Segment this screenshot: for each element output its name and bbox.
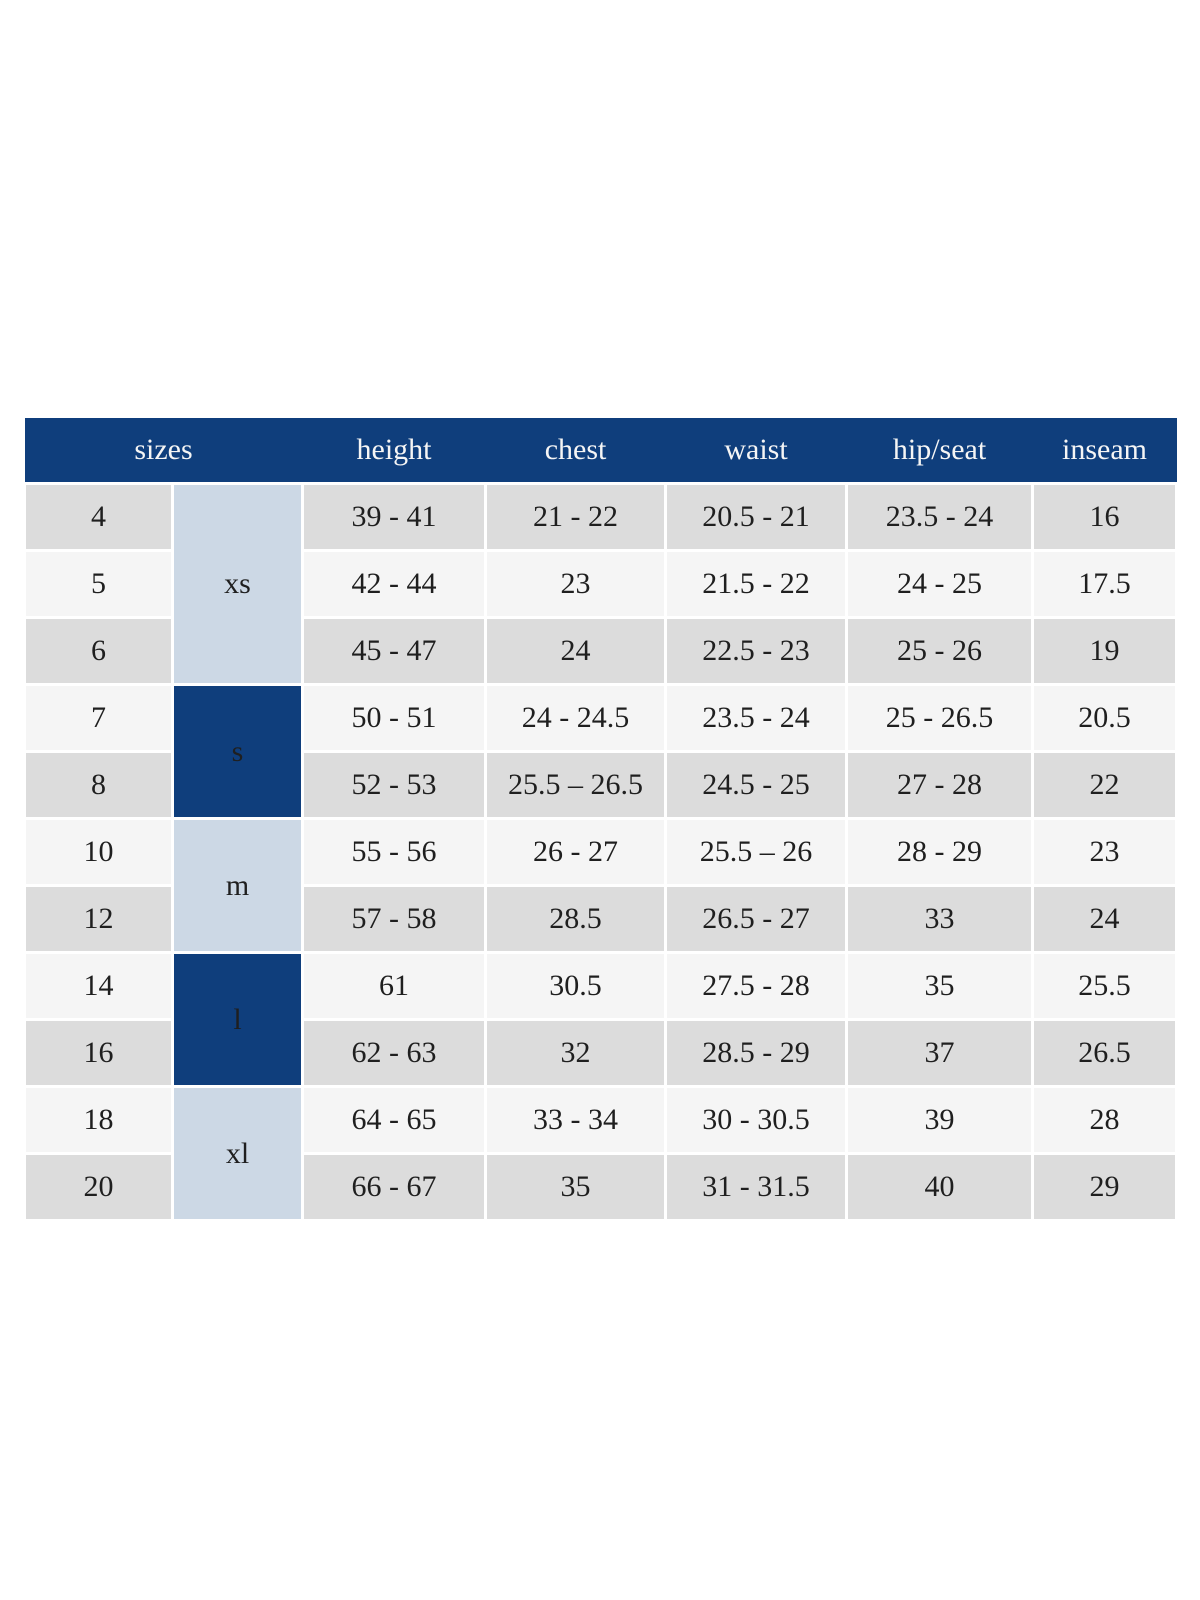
value-cell: 33 - 34 [484,1085,668,1155]
size-row-5: 5 42 - 44 23 21.5 - 22 24 - 25 17.5 [23,549,1179,619]
group-cell-l: l [170,951,305,1088]
value-cell: 32 [484,1018,668,1088]
value-cell: 25.5 – 26.5 [484,750,668,820]
value-cell: 23 [484,549,668,619]
size-row-18: 18 xl 64 - 65 33 - 34 30 - 30.5 39 28 [23,1085,1179,1222]
value-cell: 24 - 25 [845,549,1035,619]
value-cell: 28.5 [484,884,668,954]
header-sizes: sizes [24,418,303,484]
value-cell: 27 - 28 [845,750,1035,820]
value-cell: 24.5 - 25 [664,750,849,820]
value-cell: 23 [1031,817,1179,887]
size-chart-table: sizes height chest waist hip/seat inseam… [23,418,1179,1222]
value-cell: 23.5 - 24 [845,482,1035,552]
value-cell: 62 - 63 [301,1018,488,1088]
size-cell: 12 [23,884,174,954]
size-row-14: 14 l 61 30.5 27.5 - 28 35 25.5 [23,951,1179,1088]
value-cell: 45 - 47 [301,616,488,686]
value-cell: 24 [484,616,668,686]
size-cell: 7 [23,683,174,753]
value-cell: 23.5 - 24 [664,683,849,753]
size-cell: 5 [23,549,174,619]
value-cell: 26.5 [1031,1018,1179,1088]
value-cell: 28 - 29 [845,817,1035,887]
size-row-20: 20 66 - 67 35 31 - 31.5 40 29 [23,1152,1179,1222]
value-cell: 22 [1031,750,1179,820]
value-cell: 25 - 26 [845,616,1035,686]
value-cell: 66 - 67 [301,1152,488,1222]
size-row-7: 7 s 50 - 51 24 - 24.5 23.5 - 24 25 - 26.5 20.5 [23,683,1179,820]
group-cell-s: s [170,683,305,820]
size-row-6: 6 45 - 47 24 22.5 - 23 25 - 26 19 [23,616,1179,686]
value-cell: 37 [845,1018,1035,1088]
value-cell: 26.5 - 27 [664,884,849,954]
value-cell: 50 - 51 [301,683,488,753]
size-row-8: 8 52 - 53 25.5 – 26.5 24.5 - 25 27 - 28 22 [23,750,1179,820]
header-height: height [302,418,486,484]
value-cell: 33 [845,884,1035,954]
group-cell-xl: xl [170,1085,305,1222]
size-row-10: 10 m 55 - 56 26 - 27 25.5 – 26 28 - 29 23 [23,817,1179,954]
value-cell: 40 [845,1152,1035,1222]
value-cell: 57 - 58 [301,884,488,954]
value-cell: 25.5 [1031,951,1179,1021]
size-cell: 20 [23,1152,174,1222]
group-cell-m: m [170,817,305,954]
value-cell: 24 - 24.5 [484,683,668,753]
value-cell: 39 [845,1085,1035,1155]
value-cell: 27.5 - 28 [664,951,849,1021]
header-inseam: inseam [1032,418,1177,484]
value-cell: 26 - 27 [484,817,668,887]
size-cell: 10 [23,817,174,887]
value-cell: 28 [1031,1085,1179,1155]
size-cell: 16 [23,1018,174,1088]
size-chart: sizes height chest waist hip/seat inseam… [23,418,1179,1222]
size-cell: 4 [23,482,174,552]
value-cell: 35 [845,951,1035,1021]
value-cell: 30 - 30.5 [664,1085,849,1155]
value-cell: 16 [1031,482,1179,552]
header-chest: chest [485,418,666,484]
value-cell: 42 - 44 [301,549,488,619]
value-cell: 64 - 65 [301,1085,488,1155]
value-cell: 20.5 [1031,683,1179,753]
size-row-12: 12 57 - 58 28.5 26.5 - 27 33 24 [23,884,1179,954]
value-cell: 25.5 – 26 [664,817,849,887]
value-cell: 31 - 31.5 [664,1152,849,1222]
value-cell: 17.5 [1031,549,1179,619]
value-cell: 55 - 56 [301,817,488,887]
value-cell: 21 - 22 [484,482,668,552]
value-cell: 20.5 - 21 [664,482,849,552]
value-cell: 30.5 [484,951,668,1021]
value-cell: 25 - 26.5 [845,683,1035,753]
value-cell: 24 [1031,884,1179,954]
size-row-16: 16 62 - 63 32 28.5 - 29 37 26.5 [23,1018,1179,1088]
group-cell-xs: xs [170,482,305,686]
value-cell: 19 [1031,616,1179,686]
value-cell: 61 [301,951,488,1021]
value-cell: 21.5 - 22 [664,549,849,619]
value-cell: 29 [1031,1152,1179,1222]
size-cell: 14 [23,951,174,1021]
size-row-4: 4 xs 39 - 41 21 - 22 20.5 - 21 23.5 - 24 16 [23,482,1179,686]
header-waist: waist [665,418,847,484]
header-row: sizes height chest waist hip/seat inseam [24,418,1177,484]
size-cell: 6 [23,616,174,686]
value-cell: 35 [484,1152,668,1222]
size-cell: 8 [23,750,174,820]
value-cell: 28.5 - 29 [664,1018,849,1088]
header-hip-seat: hip/seat [846,418,1033,484]
value-cell: 22.5 - 23 [664,616,849,686]
value-cell: 52 - 53 [301,750,488,820]
value-cell: 39 - 41 [301,482,488,552]
size-cell: 18 [23,1085,174,1155]
